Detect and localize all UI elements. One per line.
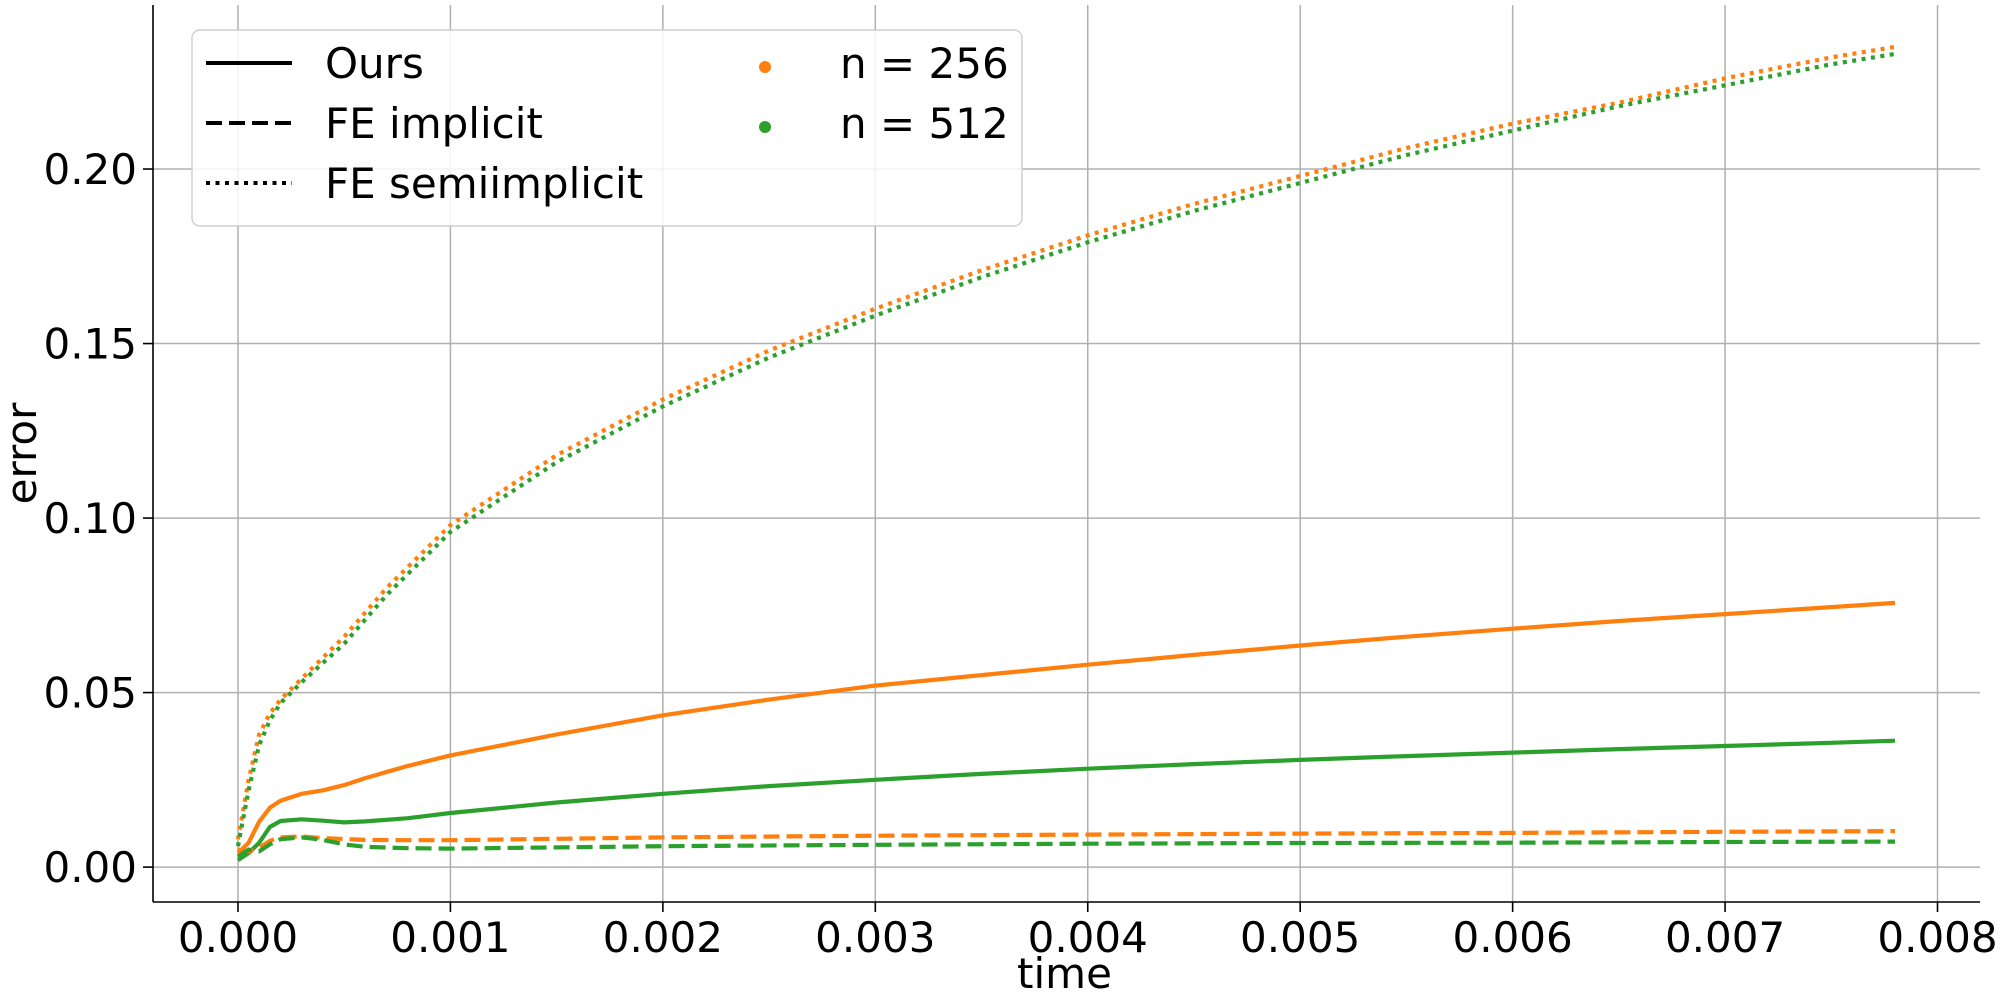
y-tick-label: 0.10 xyxy=(43,494,137,543)
x-tick-label: 0.004 xyxy=(1028,913,1148,962)
series-line-fe-implicit-n256 xyxy=(237,828,1896,854)
x-tick-label: 0.006 xyxy=(1453,913,1573,962)
x-tick-label: 0.000 xyxy=(178,913,298,962)
legend-label: Ours xyxy=(325,39,424,88)
legend-box xyxy=(191,29,1023,227)
series-line-ours-n512 xyxy=(236,738,1896,862)
legend-label: n = 256 xyxy=(840,39,1009,88)
axis-spines xyxy=(152,5,1980,903)
legend-label: n = 512 xyxy=(840,99,1009,148)
legend-marker xyxy=(759,61,771,73)
legend: Ours FE implicit FE semiimplicit n = 256 n =… xyxy=(191,29,1023,227)
series-line-ours-n256 xyxy=(236,600,1896,855)
x-tick-label: 0.007 xyxy=(1665,913,1785,962)
legend-marker xyxy=(759,121,771,133)
series-lines xyxy=(235,44,1896,862)
x-tick-label: 0.005 xyxy=(1240,913,1360,962)
series-line-fe-semiimplicit-n512 xyxy=(235,51,1896,847)
legend-label: FE semiimplicit xyxy=(325,159,643,208)
x-axis-label: time xyxy=(1017,949,1112,998)
x-tick-label: 0.008 xyxy=(1877,913,1997,962)
x-tick-label: 0.003 xyxy=(815,913,935,962)
y-tick-label: 0.05 xyxy=(43,669,137,718)
y-tick-label: 0.15 xyxy=(43,320,137,369)
axis-ticks: 0.000 0.001 0.002 0.003 0.004 0.005 0.006 0.007… xyxy=(43,145,1997,962)
legend-label: FE implicit xyxy=(325,99,543,148)
series-line-fe-semiimplicit-n256 xyxy=(235,44,1896,840)
y-tick-label: 0.00 xyxy=(43,843,137,892)
x-tick-label: 0.002 xyxy=(603,913,723,962)
series-line-fe-implicit-n512 xyxy=(236,835,1896,859)
y-axis-label: error xyxy=(0,402,46,504)
y-tick-label: 0.20 xyxy=(43,145,137,194)
x-tick-label: 0.001 xyxy=(390,913,510,962)
